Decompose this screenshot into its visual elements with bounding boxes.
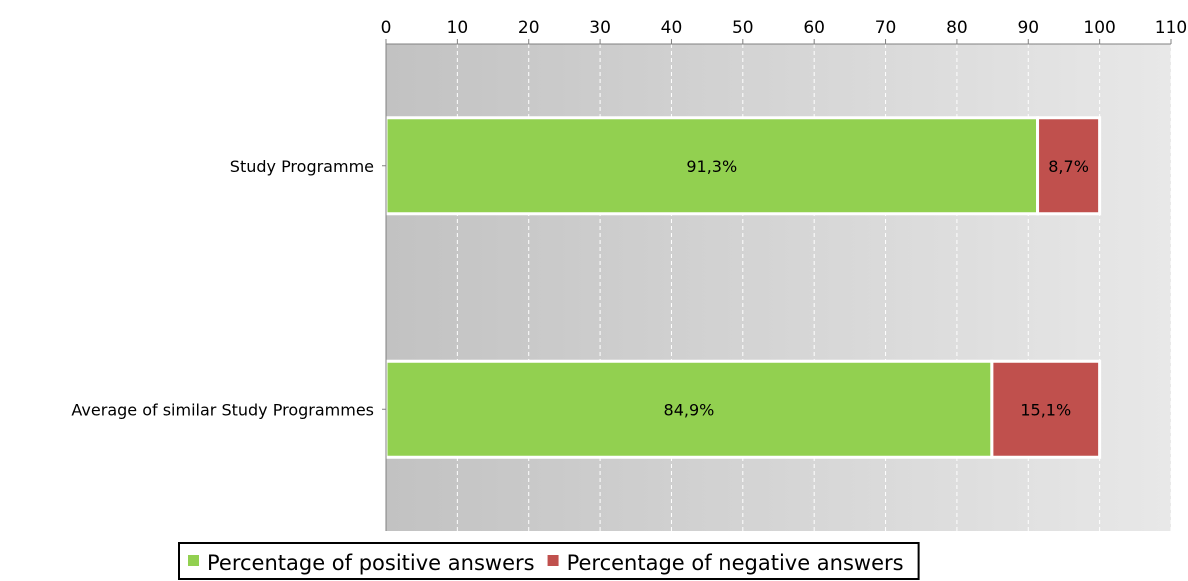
bar-1-0 [384, 359, 994, 459]
bar-label-1-0: 84,9% [664, 400, 715, 419]
x-tick-label-20: 20 [518, 18, 540, 38]
bars: 91,3% 8,7% 84,9% 15,1% [384, 116, 1102, 459]
legend-swatch-0 [188, 555, 199, 566]
bar-label-0-1: 8,7% [1048, 157, 1089, 176]
x-tick-label-30: 30 [589, 18, 611, 38]
x-tick-label-80: 80 [946, 18, 968, 38]
x-tick-label-10: 10 [447, 18, 469, 38]
legend: Percentage of positive answers Percentage… [178, 542, 920, 580]
x-tick-label-110: 110 [1155, 18, 1187, 38]
x-tick-label-40: 40 [661, 18, 683, 38]
bar-0-0 [384, 116, 1040, 216]
bar-label-0-0: 91,3% [686, 157, 737, 176]
legend-swatch-1 [547, 555, 559, 566]
legend-label-1: Percentage of negative answers [567, 551, 904, 575]
x-tick-label-90: 90 [1017, 18, 1039, 38]
category-label-1: Average of similar Study Programmes [71, 400, 374, 419]
bar-1-1 [990, 359, 1102, 459]
legend-label-0: Percentage of positive answers [207, 551, 535, 575]
bar-label-1-1: 15,1% [1020, 400, 1071, 419]
x-tick-label-100: 100 [1083, 18, 1115, 38]
category-axis: Study Programme Average of similar Study … [71, 44, 387, 531]
bar-0-1 [1036, 116, 1102, 216]
x-tick-label-0: 0 [381, 18, 392, 38]
x-tick-label-50: 50 [732, 18, 754, 38]
x-axis: 0 10 20 30 40 50 60 70 80 90 100 110 [381, 18, 1187, 45]
x-tick-label-60: 60 [803, 18, 825, 38]
category-label-0: Study Programme [230, 157, 374, 176]
x-tick-label-70: 70 [875, 18, 897, 38]
